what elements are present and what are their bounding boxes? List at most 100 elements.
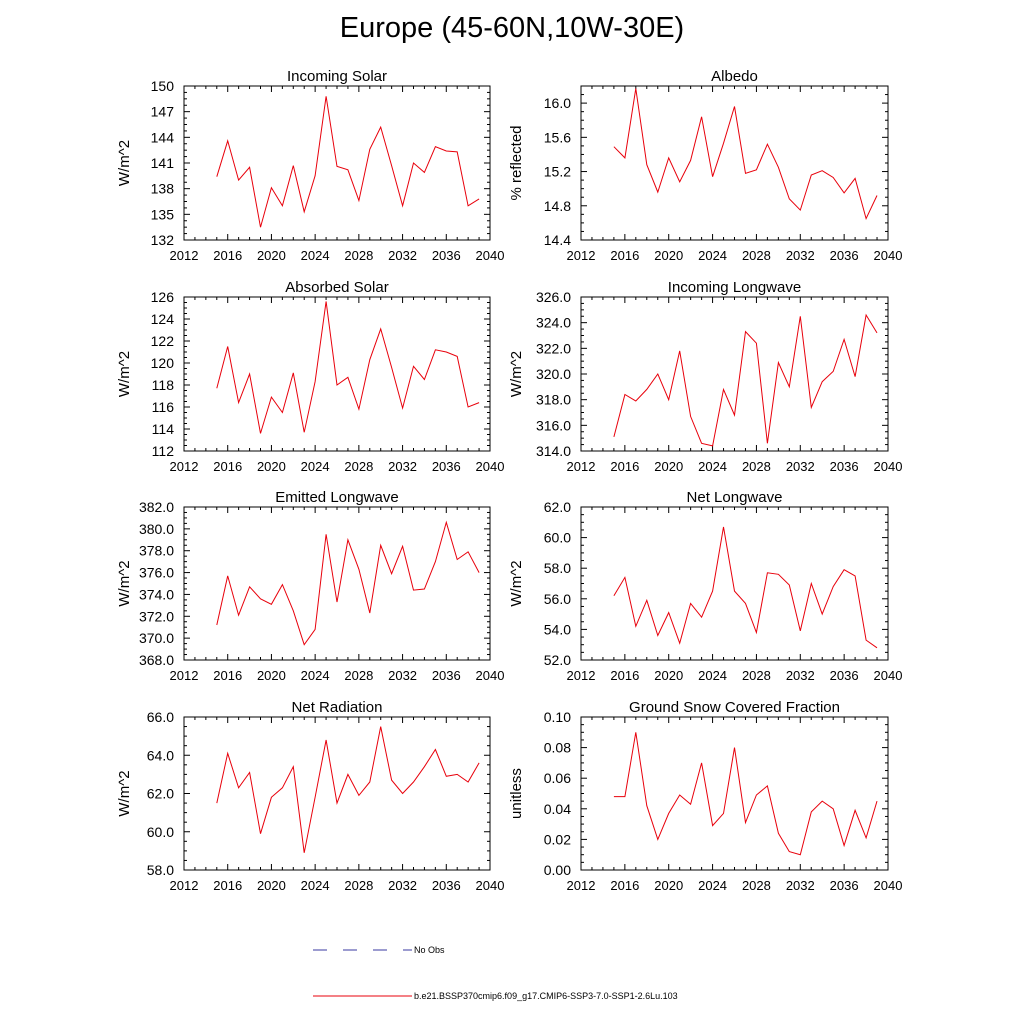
x-tick-label: 2012 — [170, 668, 199, 683]
y-axis-label: W/m^2 — [116, 140, 133, 186]
x-tick-label: 2016 — [610, 668, 639, 683]
x-tick-label: 2040 — [874, 459, 903, 474]
x-tick-label: 2016 — [610, 878, 639, 893]
panel-1: 2012 2016 2020 2024 2028 2032 2036 2040 132 135 13… — [116, 68, 504, 263]
series-line — [216, 301, 480, 434]
x-tick-label: 2040 — [476, 248, 505, 263]
y-tick-label: 122 — [151, 333, 175, 349]
x-tick-label: 2028 — [742, 459, 771, 474]
x-tick-label: 2012 — [567, 459, 596, 474]
x-tick-label: 2024 — [301, 248, 330, 263]
plot-frame — [580, 506, 889, 661]
panel-title: Ground Snow Covered Fraction — [629, 699, 840, 716]
x-tick-label: 2032 — [388, 248, 417, 263]
y-tick-label: 378.0 — [139, 543, 174, 559]
panel-4: 2012 2016 2020 2024 2028 2032 2036 2040 314.0 316… — [508, 279, 902, 474]
x-tick-label: 2032 — [388, 668, 417, 683]
y-tick-label: 14.8 — [544, 198, 571, 214]
x-tick-label: 2024 — [301, 459, 330, 474]
panel-title: Incoming Longwave — [668, 279, 801, 296]
x-tick-label: 2016 — [213, 459, 242, 474]
y-tick-label: 118 — [152, 377, 175, 393]
y-tick-label: 54.0 — [544, 621, 571, 637]
y-tick-label: 60.0 — [147, 824, 174, 840]
x-tick-label: 2036 — [830, 459, 859, 474]
y-tick-label: 316.0 — [536, 417, 571, 433]
y-tick-label: 372.0 — [139, 608, 174, 624]
panel-6: 2012 2016 2020 2024 2028 2032 2036 2040 52.0 54.0… — [508, 489, 902, 683]
x-tick-label: 2012 — [170, 878, 199, 893]
x-tick-label: 2016 — [610, 459, 639, 474]
plot-frame — [183, 716, 491, 871]
y-tick-label: 0.06 — [544, 770, 571, 786]
y-tick-label: 324.0 — [536, 315, 571, 331]
y-axis-label: W/m^2 — [116, 351, 133, 397]
x-tick-label: 2036 — [830, 248, 859, 263]
y-tick-label: 135 — [151, 206, 175, 222]
x-tick-label: 2028 — [344, 248, 373, 263]
series-line — [216, 726, 480, 853]
x-tick-label: 2024 — [698, 459, 727, 474]
y-tick-label: 62.0 — [147, 786, 174, 802]
series-line — [613, 88, 878, 221]
y-tick-label: 112 — [152, 443, 175, 459]
y-tick-label: 0.10 — [544, 709, 571, 725]
y-tick-label: 322.0 — [536, 340, 571, 356]
y-tick-label: 368.0 — [139, 652, 174, 668]
x-tick-label: 2016 — [213, 878, 242, 893]
x-tick-label: 2024 — [301, 878, 330, 893]
y-tick-label: 60.0 — [544, 530, 571, 546]
y-tick-label: 0.04 — [544, 801, 571, 817]
x-tick-label: 2036 — [432, 878, 461, 893]
x-tick-label: 2032 — [388, 878, 417, 893]
x-tick-label: 2020 — [257, 459, 286, 474]
plot-frame — [580, 296, 889, 452]
x-tick-label: 2020 — [654, 459, 683, 474]
x-tick-label: 2028 — [742, 668, 771, 683]
panel-title: Absorbed Solar — [285, 279, 388, 296]
y-tick-label: 382.0 — [139, 499, 174, 515]
x-tick-label: 2032 — [786, 459, 815, 474]
x-tick-label: 2024 — [698, 878, 727, 893]
x-tick-label: 2028 — [742, 878, 771, 893]
y-tick-label: 56.0 — [544, 591, 571, 607]
y-tick-label: 66.0 — [147, 709, 174, 725]
page-title: Europe (45-60N,10W-30E) — [339, 12, 685, 44]
x-tick-label: 2024 — [301, 668, 330, 683]
y-tick-label: 326.0 — [536, 289, 571, 305]
y-tick-label: 52.0 — [544, 652, 571, 668]
x-tick-label: 2040 — [476, 878, 505, 893]
y-tick-label: 14.4 — [544, 232, 571, 248]
legend-model-label: b.e21.BSSP370cmip6.f09_g17.CMIP6-SSP3-7.… — [414, 991, 678, 1001]
x-tick-label: 2032 — [786, 878, 815, 893]
y-tick-label: 374.0 — [139, 586, 174, 602]
x-tick-label: 2032 — [786, 668, 815, 683]
y-axis-label: W/m^2 — [116, 560, 133, 606]
panel-5: 2012 2016 2020 2024 2028 2032 2036 2040 368.0 370… — [116, 489, 504, 683]
y-tick-label: 376.0 — [139, 565, 174, 581]
y-tick-label: 64.0 — [147, 747, 174, 763]
x-tick-label: 2032 — [786, 248, 815, 263]
x-tick-label: 2012 — [567, 668, 596, 683]
panel-title: Incoming Solar — [287, 68, 387, 85]
x-tick-label: 2028 — [344, 878, 373, 893]
y-tick-label: 144 — [151, 129, 175, 145]
x-tick-label: 2036 — [432, 668, 461, 683]
plot-frame — [183, 85, 491, 241]
y-tick-label: 138 — [151, 181, 175, 197]
panel-8: 2012 2016 2020 2024 2028 2032 2036 2040 0.00 0.02… — [508, 699, 902, 893]
y-tick-label: 141 — [151, 155, 175, 171]
panel-7: 2012 2016 2020 2024 2028 2032 2036 2040 58.0 60.0… — [116, 699, 504, 893]
panel-2: 2012 2016 2020 2024 2028 2032 2036 2040 14.4 14.8… — [508, 68, 902, 263]
x-tick-label: 2028 — [742, 248, 771, 263]
x-tick-label: 2036 — [432, 248, 461, 263]
x-tick-label: 2020 — [257, 878, 286, 893]
x-tick-label: 2036 — [830, 878, 859, 893]
x-tick-label: 2012 — [567, 878, 596, 893]
panel-title: Net Longwave — [687, 489, 783, 506]
series-line — [216, 96, 480, 228]
x-tick-label: 2012 — [170, 248, 199, 263]
x-tick-label: 2028 — [344, 668, 373, 683]
y-tick-label: 0.08 — [544, 740, 571, 756]
